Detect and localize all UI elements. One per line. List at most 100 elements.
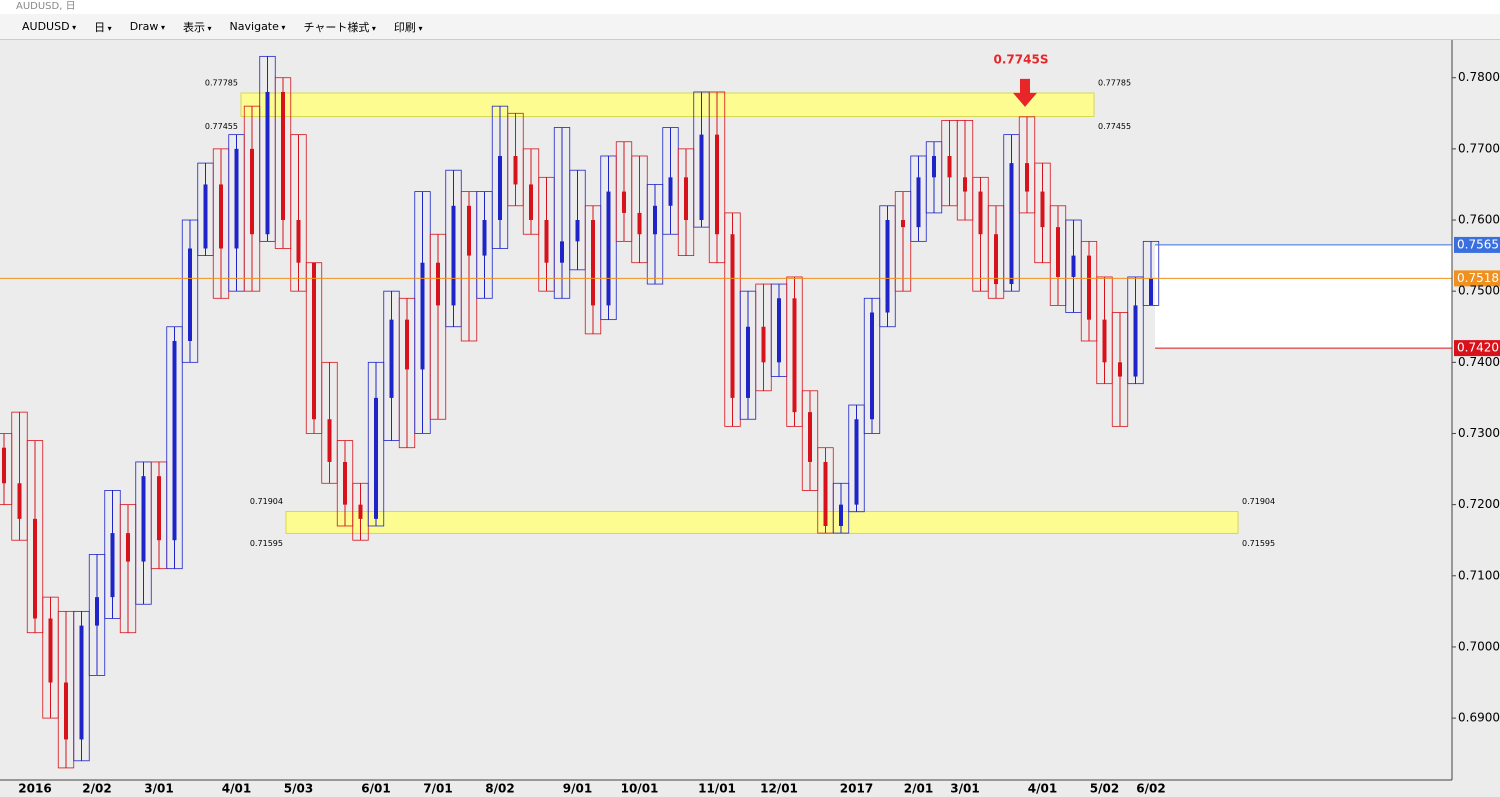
- candle-body: [467, 205, 471, 256]
- candle-body: [281, 91, 285, 221]
- x-tick-label: 4/01: [222, 782, 251, 796]
- y-tick-label: 0.7100: [1458, 568, 1500, 582]
- candle-body: [730, 234, 735, 398]
- candle-body: [234, 148, 239, 249]
- candle-body: [761, 326, 766, 363]
- x-tick-label: 3/01: [144, 782, 173, 796]
- y-tick-label: 0.7300: [1458, 426, 1500, 440]
- x-tick-label: 2/01: [904, 782, 933, 796]
- y-tick-label: 0.6900: [1458, 711, 1500, 725]
- toolbar-button[interactable]: Draw: [130, 20, 165, 33]
- window-title: AUDUSD, 日: [16, 1, 76, 12]
- candle-body: [1149, 278, 1153, 306]
- candle-body: [188, 248, 192, 341]
- price-marker: [1454, 236, 1500, 253]
- candle-body: [219, 184, 223, 249]
- candle-body: [637, 212, 642, 235]
- window-title-bar: AUDUSD, 日: [0, 0, 1500, 14]
- candle-body: [916, 177, 921, 228]
- candle-body: [560, 241, 564, 263]
- zone-label: 0.77785: [205, 79, 238, 88]
- zone-label: 0.77455: [205, 122, 238, 131]
- candle-body: [327, 419, 332, 462]
- x-tick-label: 12/01: [760, 782, 798, 796]
- zone-label: 0.71595: [1242, 539, 1275, 548]
- price-marker-label: 0.7565: [1457, 237, 1499, 251]
- x-tick-label: 9/01: [563, 782, 592, 796]
- zone-label: 0.71904: [250, 497, 283, 506]
- candle-body: [684, 177, 688, 221]
- candle-body: [126, 533, 130, 562]
- candle-body: [203, 184, 208, 249]
- candle-body: [172, 340, 177, 541]
- candle-body: [110, 533, 115, 598]
- y-tick-label: 0.7400: [1458, 355, 1500, 369]
- candle-body: [606, 191, 611, 306]
- x-tick-label: 2017: [840, 782, 873, 796]
- annotation: 0.7745S: [994, 53, 1049, 67]
- y-tick-label: 0.7200: [1458, 497, 1500, 511]
- candle-body: [777, 298, 781, 363]
- candle-body: [95, 597, 99, 626]
- candle-body: [33, 518, 37, 619]
- candle-body: [296, 220, 301, 263]
- candle-body: [312, 262, 316, 420]
- range-box: [1155, 244, 1452, 349]
- candle-body: [1087, 255, 1091, 320]
- x-tick-label: 10/01: [621, 782, 659, 796]
- x-tick-label: 5/02: [1090, 782, 1119, 796]
- zone-label: 0.77785: [1098, 79, 1131, 88]
- candle-body: [1056, 227, 1060, 277]
- candle-body: [420, 262, 425, 370]
- candle-body: [544, 220, 549, 263]
- candle-body: [808, 412, 812, 462]
- toolbar-button[interactable]: Navigate: [230, 20, 286, 33]
- candle-body: [250, 148, 254, 235]
- candle-body: [1118, 362, 1122, 377]
- x-tick-label: 7/01: [423, 782, 452, 796]
- candle-body: [885, 220, 890, 313]
- toolbar-button[interactable]: 日: [94, 19, 112, 35]
- price-marker-label: 0.7420: [1457, 341, 1499, 355]
- candle-body: [575, 220, 580, 242]
- candle-body: [1102, 319, 1107, 363]
- candle-body: [141, 476, 146, 562]
- toolbar-button[interactable]: 印刷: [394, 19, 423, 35]
- candle-body: [513, 155, 518, 185]
- candle-body: [64, 682, 68, 740]
- x-tick-label: 11/01: [698, 782, 736, 796]
- x-tick-label: 2/02: [82, 782, 111, 796]
- candle-body: [157, 476, 161, 541]
- candle-body: [901, 220, 905, 228]
- toolbar-button[interactable]: 表示: [183, 19, 212, 35]
- candle-body: [854, 419, 859, 505]
- candle-body: [48, 618, 53, 683]
- candle-body: [622, 191, 626, 213]
- x-tick-label: 6/02: [1136, 782, 1165, 796]
- candle-body: [963, 177, 967, 192]
- candle-body: [1025, 163, 1029, 192]
- candle-body: [451, 205, 456, 306]
- candle-body: [17, 483, 22, 519]
- y-tick-label: 0.7800: [1458, 70, 1500, 84]
- candle-body: [498, 155, 502, 221]
- candle-body: [715, 134, 719, 235]
- candle-body: [591, 220, 595, 306]
- toolbar: AUDUSD 日 Draw 表示 Navigate チャート様式 印刷: [0, 14, 1500, 40]
- candle-body: [1071, 255, 1076, 277]
- y-tick-label: 0.7500: [1458, 284, 1500, 298]
- candle-body: [978, 191, 983, 235]
- zone: [240, 92, 1095, 117]
- candle-body: [870, 312, 874, 420]
- price-marker: [1454, 270, 1500, 287]
- toolbar-button[interactable]: チャート様式: [303, 19, 375, 35]
- toolbar-button[interactable]: AUDUSD: [22, 20, 76, 33]
- x-tick-label: 3/01: [950, 782, 979, 796]
- y-tick-label: 0.7000: [1458, 639, 1500, 653]
- plot-area: [0, 40, 1452, 780]
- x-tick-label: 4/01: [1028, 782, 1057, 796]
- x-tick-label: 2016: [18, 782, 51, 796]
- price-marker-label: 0.7518: [1457, 271, 1499, 285]
- candle-body: [668, 177, 673, 206]
- annotation-arrow: [1013, 78, 1037, 107]
